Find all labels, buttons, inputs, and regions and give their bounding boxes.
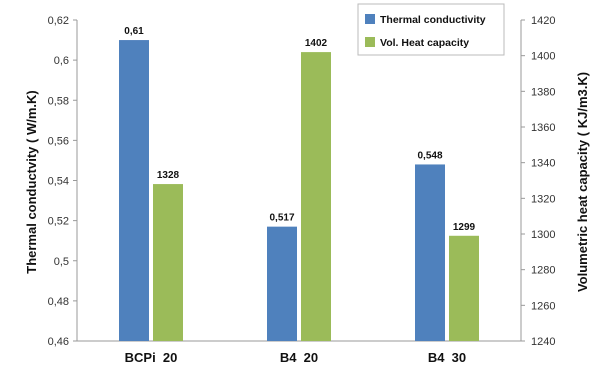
- category-label: BCPi 20: [125, 350, 178, 365]
- right-tick-label: 1280: [531, 265, 555, 277]
- right-tick-label: 1420: [531, 15, 555, 27]
- legend-label-vol-heat-capacity: Vol. Heat capacity: [380, 37, 469, 49]
- data-labels: 0,61 1328 0,517 1402 0,548 1299: [124, 26, 475, 233]
- data-label-vol-heat-capacity: 1328: [157, 170, 180, 181]
- legend-label-thermal-conductivity: Thermal conductivity: [380, 14, 486, 26]
- bar-vol-heat-capacity: [449, 235, 479, 341]
- left-tick-label: 0,58: [48, 95, 69, 107]
- data-label-vol-heat-capacity: 1402: [305, 38, 328, 49]
- category-label: B4 30: [428, 350, 466, 365]
- right-tick-label: 1240: [531, 336, 555, 348]
- left-tick-label: 0,48: [48, 296, 69, 308]
- left-tick-label: 0,52: [48, 216, 69, 228]
- category-label: B4 20: [280, 350, 318, 365]
- category-labels: BCPi 20 B4 20 B4 30: [125, 350, 467, 365]
- legend-swatch-thermal-conductivity: [365, 14, 375, 24]
- right-axis-title: Volumetric heat capacity ( KJ/m3.K): [575, 72, 590, 292]
- right-tick-label: 1360: [531, 122, 555, 134]
- right-tick-label: 1340: [531, 158, 555, 170]
- left-tick-label: 0,6: [54, 55, 69, 67]
- bar-vol-heat-capacity: [301, 52, 331, 341]
- left-tick-label: 0,46: [48, 336, 69, 348]
- left-tick-label: 0,56: [48, 135, 69, 147]
- bars: [119, 40, 479, 341]
- left-axis-title: Thermal conductvity ( W/m.K): [24, 90, 39, 273]
- right-tick-label: 1260: [531, 300, 555, 312]
- left-tick-label: 0,5: [54, 256, 69, 268]
- data-label-thermal-conductivity: 0,61: [124, 26, 144, 37]
- data-label-vol-heat-capacity: 1299: [453, 222, 476, 233]
- right-tick-label: 1300: [531, 229, 555, 241]
- left-tick-label: 0,54: [48, 176, 69, 188]
- legend-swatch-vol-heat-capacity: [365, 37, 375, 47]
- right-tick-label: 1380: [531, 86, 555, 98]
- legend: Thermal conductivity Vol. Heat capacity: [357, 3, 505, 56]
- bar-thermal-conductivity: [119, 40, 149, 341]
- legend-box: [357, 3, 505, 56]
- data-label-thermal-conductivity: 0,548: [417, 150, 442, 161]
- left-tick-label: 0,62: [48, 15, 69, 27]
- left-axis-ticks: 0,46 0,48 0,5 0,52 0,54 0,56 0,58 0,6 0,62: [48, 15, 77, 348]
- bar-thermal-conductivity: [415, 164, 445, 341]
- right-axis-ticks: 1240 1260 1280 1300 1320 1340 1360 1380 1400 1420: [521, 15, 555, 348]
- right-tick-label: 1400: [531, 51, 555, 63]
- right-tick-label: 1320: [531, 193, 555, 205]
- bar-thermal-conductivity: [267, 226, 297, 341]
- data-label-thermal-conductivity: 0,517: [269, 213, 294, 224]
- bar-vol-heat-capacity: [153, 184, 183, 341]
